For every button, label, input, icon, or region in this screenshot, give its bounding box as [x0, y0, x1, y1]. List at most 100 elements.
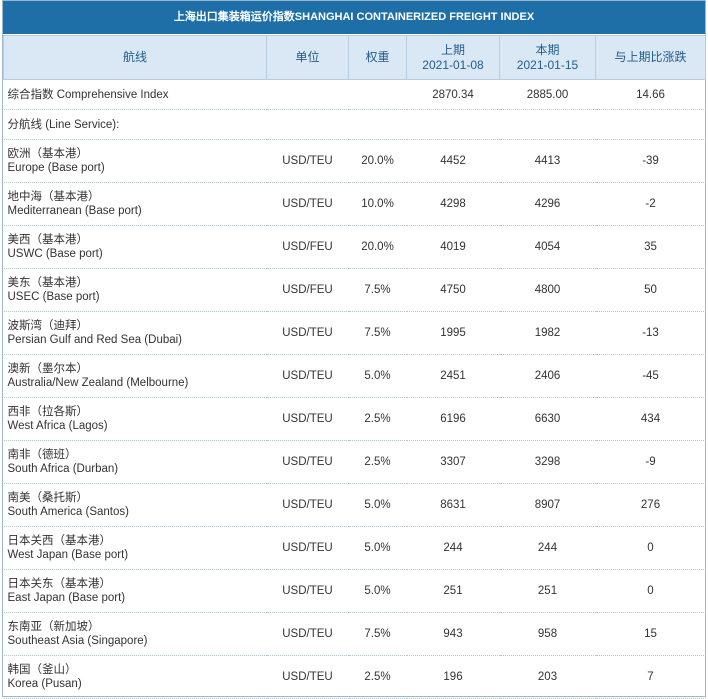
- route-name-en: USEC (Base port): [7, 291, 100, 303]
- route-unit: USD/TEU: [266, 182, 349, 226]
- header-curr-label: 本期: [535, 42, 560, 57]
- header-row: 航线 单位 权重 上期 2021-01-08 本期 2021-01-15 与上期…: [3, 35, 706, 80]
- route-prev: 943: [406, 612, 500, 656]
- route-name: 日本关西（基本港） West Japan (Base port): [3, 526, 267, 570]
- route-prev: 3307: [406, 440, 500, 484]
- header-prev-label: 上期: [440, 42, 465, 57]
- route-weight: 5.0%: [348, 526, 407, 570]
- table-row: 日本关东（基本港） East Japan (Base port) USD/TEU 5.…: [3, 569, 706, 613]
- table-row: 东南亚（新加坡） Southeast Asia (Singapore) USD/TE…: [3, 612, 706, 656]
- route-change: -13: [595, 311, 706, 355]
- route-weight: 2.5%: [348, 440, 407, 484]
- route-prev: 4019: [406, 225, 500, 269]
- table-row: 美东（基本港） USEC (Base port) USD/FEU 7.5% 4750 48…: [3, 268, 706, 312]
- route-change: 0: [595, 526, 706, 570]
- route-name-cn: 西非（拉各斯）: [7, 406, 89, 418]
- route-name-cn: 美东（基本港）: [7, 277, 89, 289]
- route-change: 276: [595, 483, 706, 527]
- route-prev: 4298: [406, 182, 500, 226]
- table-row: 美西（基本港） USWC (Base port) USD/FEU 20.0% 4019 4…: [3, 225, 706, 269]
- route-curr: 8907: [499, 483, 596, 527]
- header-current-period: 本期 2021-01-15: [499, 35, 596, 80]
- route-name-en: Europe (Base port): [7, 162, 105, 174]
- route-change: -9: [595, 440, 706, 484]
- route-weight: 7.5%: [348, 268, 407, 312]
- route-unit: USD/TEU: [266, 311, 349, 355]
- route-change: 0: [595, 569, 706, 613]
- route-curr: 244: [499, 526, 596, 570]
- route-name: 美西（基本港） USWC (Base port): [3, 225, 267, 269]
- route-unit: USD/TEU: [266, 612, 349, 656]
- route-name: 东南亚（新加坡） Southeast Asia (Singapore): [3, 612, 267, 656]
- route-name-cn: 韩国（釜山）: [7, 664, 77, 676]
- route-prev: 2451: [406, 354, 500, 398]
- route-weight: 5.0%: [348, 483, 407, 527]
- route-name-en: Persian Gulf and Red Sea (Dubai): [7, 334, 183, 346]
- route-name-cn: 美西（基本港）: [7, 234, 89, 246]
- route-curr: 4296: [499, 182, 596, 226]
- route-name: 澳新（墨尔本） Australia/New Zealand (Melbourne): [3, 354, 267, 398]
- route-name-cn: 日本关东（基本港）: [7, 578, 112, 590]
- route-name: 波斯湾（迪拜） Persian Gulf and Red Sea (Dubai): [3, 311, 267, 355]
- route-change: 50: [595, 268, 706, 312]
- header-unit: 单位: [266, 35, 349, 80]
- route-name-en: Korea (Pusan): [7, 678, 82, 690]
- route-unit: USD/TEU: [266, 526, 349, 570]
- route-change: -2: [595, 182, 706, 226]
- route-unit: USD/TEU: [266, 397, 349, 441]
- table-row: 地中海（基本港） Mediterranean (Base port) USD/TEU…: [3, 182, 706, 226]
- route-change: -45: [595, 354, 706, 398]
- route-prev: 1995: [406, 311, 500, 355]
- route-prev: 244: [406, 526, 500, 570]
- route-curr: 4054: [499, 225, 596, 269]
- route-curr: 3298: [499, 440, 596, 484]
- header-change: 与上期比涨跌: [595, 35, 706, 80]
- composite-change: 14.66: [595, 79, 706, 110]
- route-curr: 2406: [499, 354, 596, 398]
- route-name-cn: 澳新（墨尔本）: [7, 363, 89, 375]
- route-name: 韩国（釜山） Korea (Pusan): [3, 655, 267, 699]
- route-change: 434: [595, 397, 706, 441]
- route-unit: USD/TEU: [266, 483, 349, 527]
- header-weight: 权重: [348, 35, 407, 80]
- route-weight: 20.0%: [348, 139, 407, 183]
- route-curr: 6630: [499, 397, 596, 441]
- table-row: 澳新（墨尔本） Australia/New Zealand (Melbourne)…: [3, 354, 706, 398]
- route-change: -39: [595, 139, 706, 183]
- table-row: 欧洲（基本港） Europe (Base port) USD/TEU 20.0% 445…: [3, 139, 706, 183]
- route-name-en: South America (Santos): [7, 506, 129, 518]
- header-curr-date: 2021-01-15: [516, 57, 579, 72]
- route-weight: 20.0%: [348, 225, 407, 269]
- route-name-en: South Africa (Durban): [7, 463, 119, 475]
- route-prev: 6196: [406, 397, 500, 441]
- route-weight: 2.5%: [348, 655, 407, 699]
- route-name: 西非（拉各斯） West Africa (Lagos): [3, 397, 267, 441]
- route-name-cn: 地中海（基本港）: [7, 191, 100, 203]
- route-unit: USD/TEU: [266, 440, 349, 484]
- route-curr: 251: [499, 569, 596, 613]
- route-unit: USD/FEU: [266, 268, 349, 312]
- route-name: 欧洲（基本港） Europe (Base port): [3, 139, 267, 183]
- table-row: 南非（德班） South Africa (Durban) USD/TEU 2.5% 33…: [3, 440, 706, 484]
- header-previous-period: 上期 2021-01-08: [406, 35, 500, 80]
- route-unit: USD/TEU: [266, 655, 349, 699]
- route-change: 7: [595, 655, 706, 699]
- route-name-cn: 南美（桑托斯）: [7, 492, 89, 504]
- route-unit: USD/TEU: [266, 139, 349, 183]
- route-name-cn: 东南亚（新加坡）: [7, 621, 100, 633]
- section-row: 分航线 (Line Service):: [3, 109, 706, 140]
- route-name-en: Mediterranean (Base port): [7, 205, 142, 217]
- route-unit: USD/TEU: [266, 354, 349, 398]
- route-name: 日本关东（基本港） East Japan (Base port): [3, 569, 267, 613]
- freight-index-table: 航线 单位 权重 上期 2021-01-08 本期 2021-01-15 与上期…: [3, 35, 706, 699]
- route-name-cn: 南非（德班）: [7, 449, 77, 461]
- route-prev: 8631: [406, 483, 500, 527]
- route-weight: 10.0%: [348, 182, 407, 226]
- route-name-en: Southeast Asia (Singapore): [7, 635, 148, 647]
- composite-prev: 2870.34: [406, 79, 500, 110]
- table-row: 南美（桑托斯） South America (Santos) USD/TEU 5.0%…: [3, 483, 706, 527]
- table-row: 西非（拉各斯） West Africa (Lagos) USD/TEU 2.5% 619…: [3, 397, 706, 441]
- route-weight: 5.0%: [348, 569, 407, 613]
- route-name-en: USWC (Base port): [7, 248, 103, 260]
